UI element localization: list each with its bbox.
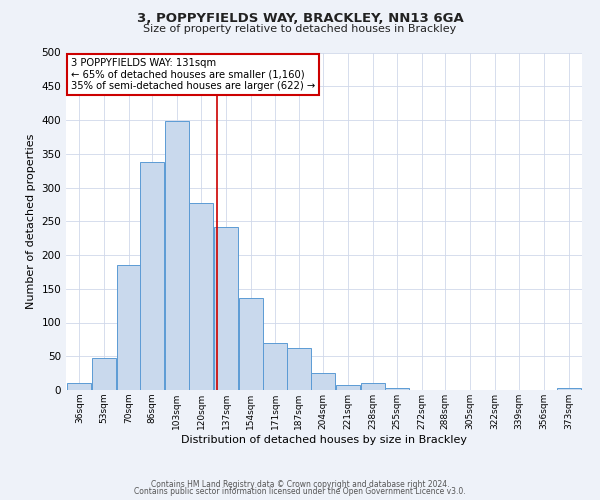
Bar (336, 384, 360, 390)
Bar (140, 162, 164, 390)
Bar (165, 122, 188, 390)
Bar (311, 373, 335, 390)
Text: 3, POPPYFIELDS WAY, BRACKLEY, NN13 6GA: 3, POPPYFIELDS WAY, BRACKLEY, NN13 6GA (137, 12, 463, 26)
Bar (557, 388, 581, 390)
Text: Contains HM Land Registry data © Crown copyright and database right 2024.: Contains HM Land Registry data © Crown c… (151, 480, 449, 489)
Bar (117, 265, 141, 390)
Bar (67, 383, 91, 390)
Bar (287, 348, 311, 390)
Y-axis label: Number of detached properties: Number of detached properties (26, 134, 36, 309)
Text: Size of property relative to detached houses in Brackley: Size of property relative to detached ho… (143, 24, 457, 34)
Bar (92, 358, 116, 390)
Bar (263, 343, 287, 390)
Bar (214, 226, 238, 390)
Text: 3 POPPYFIELDS WAY: 131sqm
← 65% of detached houses are smaller (1,160)
35% of se: 3 POPPYFIELDS WAY: 131sqm ← 65% of detac… (71, 58, 316, 91)
X-axis label: Distribution of detached houses by size in Brackley: Distribution of detached houses by size … (181, 434, 467, 444)
Bar (239, 298, 263, 390)
Bar (385, 388, 409, 390)
Text: Contains public sector information licensed under the Open Government Licence v3: Contains public sector information licen… (134, 487, 466, 496)
Bar (361, 383, 385, 390)
Bar (190, 203, 214, 390)
